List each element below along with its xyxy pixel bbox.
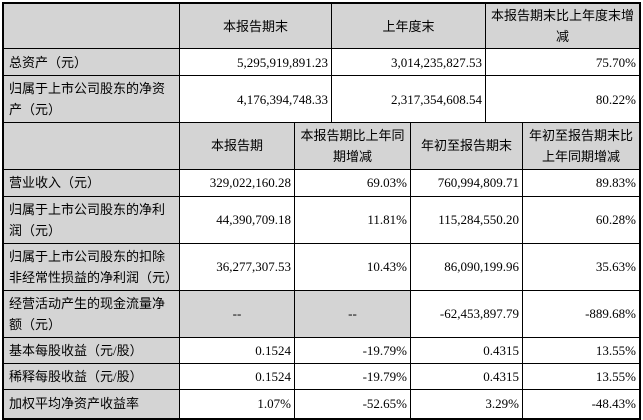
header-cell-change-vs-same-period: 本报告期比上年同期增减 [294, 123, 411, 170]
value-cell: -52.65% [294, 388, 411, 419]
value-cell: 36,277,307.53 [179, 242, 295, 291]
row-label: 营业收入（元） [3, 168, 180, 197]
value-cell: 3,014,235,827.53 [331, 48, 486, 76]
value-cell: 0.1524 [179, 362, 295, 390]
header-cell-year-to-date: 年初至报告期末 [410, 123, 523, 170]
value-cell: -62,453,897.79 [410, 289, 523, 338]
value-cell: -19.79% [294, 336, 411, 364]
header-cell-blank [3, 3, 180, 49]
value-cell: 35.63% [522, 242, 640, 291]
table-row-diluted-eps: 稀释每股收益（元/股） 0.1524 -19.79% 0.4315 13.55% [3, 362, 640, 390]
header-cell-prior-year-end: 上年度末 [331, 3, 486, 49]
value-cell: -19.79% [294, 362, 411, 390]
header-cell-ytd-change-vs-same-period: 年初至报告期末比上年同期增减 [522, 123, 640, 170]
table-header-row: 本报告期 本报告期比上年同期增减 年初至报告期末 年初至报告期末比上年同期增减 [3, 123, 640, 170]
row-label: 基本每股收益（元/股） [3, 336, 180, 364]
value-cell-na: -- [294, 289, 411, 338]
value-cell: 760,994,809.71 [410, 168, 523, 197]
value-cell: 80.22% [485, 75, 640, 123]
row-label: 总资产（元） [3, 48, 180, 76]
row-label: 归属于上市公司股东的净资产（元） [3, 75, 180, 123]
header-cell-current-period: 本报告期 [179, 123, 295, 170]
header-cell-current-period-end: 本报告期末 [179, 3, 332, 49]
period-table: 本报告期 本报告期比上年同期增减 年初至报告期末 年初至报告期末比上年同期增减 … [3, 123, 640, 419]
value-cell: 86,090,199.96 [410, 242, 523, 291]
row-label: 归属于上市公司股东的净利润（元） [3, 195, 180, 244]
value-cell: 75.70% [485, 48, 640, 76]
value-cell: -48.43% [522, 388, 640, 419]
table-row-net-profit-excl-nonrecurring: 归属于上市公司股东的扣除非经常性损益的净利润（元） 36,277,307.53 … [3, 242, 640, 291]
value-cell: 13.55% [522, 336, 640, 364]
table-row-net-profit: 归属于上市公司股东的净利润（元） 44,390,709.18 11.81% 11… [3, 195, 640, 244]
value-cell: 5,295,919,891.23 [179, 48, 332, 76]
value-cell: 115,284,550.20 [410, 195, 523, 244]
value-cell: 3.29% [410, 388, 523, 419]
value-cell: 13.55% [522, 362, 640, 390]
row-label: 经营活动产生的现金流量净额（元） [3, 289, 180, 338]
value-cell: 89.83% [522, 168, 640, 197]
value-cell: 1.07% [179, 388, 295, 419]
value-cell: 329,022,160.28 [179, 168, 295, 197]
table-row-net-assets: 归属于上市公司股东的净资产（元） 4,176,394,748.33 2,317,… [3, 75, 640, 123]
value-cell: 0.4315 [410, 362, 523, 390]
period-end-table: 本报告期末 上年度末 本报告期末比上年度末增减 总资产（元） 5,295,919… [3, 3, 640, 123]
header-cell-change-vs-prior-year-end: 本报告期末比上年度末增减 [485, 3, 640, 49]
table-header-row: 本报告期末 上年度末 本报告期末比上年度末增减 [3, 3, 640, 49]
value-cell: 2,317,354,608.54 [331, 75, 486, 123]
value-cell-na: -- [179, 289, 295, 338]
value-cell: -889.68% [522, 289, 640, 338]
value-cell: 69.03% [294, 168, 411, 197]
table-row-weighted-avg-roe: 加权平均净资产收益率 1.07% -52.65% 3.29% -48.43% [3, 388, 640, 419]
value-cell: 10.43% [294, 242, 411, 291]
header-cell-blank [3, 123, 180, 170]
row-label: 归属于上市公司股东的扣除非经常性损益的净利润（元） [3, 242, 180, 291]
value-cell: 0.4315 [410, 336, 523, 364]
value-cell: 60.28% [522, 195, 640, 244]
table-row-operating-revenue: 营业收入（元） 329,022,160.28 69.03% 760,994,80… [3, 168, 640, 197]
row-label: 稀释每股收益（元/股） [3, 362, 180, 390]
value-cell: 11.81% [294, 195, 411, 244]
value-cell: 4,176,394,748.33 [179, 75, 332, 123]
row-label: 加权平均净资产收益率 [3, 388, 180, 419]
table-row-total-assets: 总资产（元） 5,295,919,891.23 3,014,235,827.53… [3, 48, 640, 76]
value-cell: 44,390,709.18 [179, 195, 295, 244]
value-cell: 0.1524 [179, 336, 295, 364]
table-row-operating-cash-flow: 经营活动产生的现金流量净额（元） -- -- -62,453,897.79 -8… [3, 289, 640, 338]
table-row-basic-eps: 基本每股收益（元/股） 0.1524 -19.79% 0.4315 13.55% [3, 336, 640, 364]
